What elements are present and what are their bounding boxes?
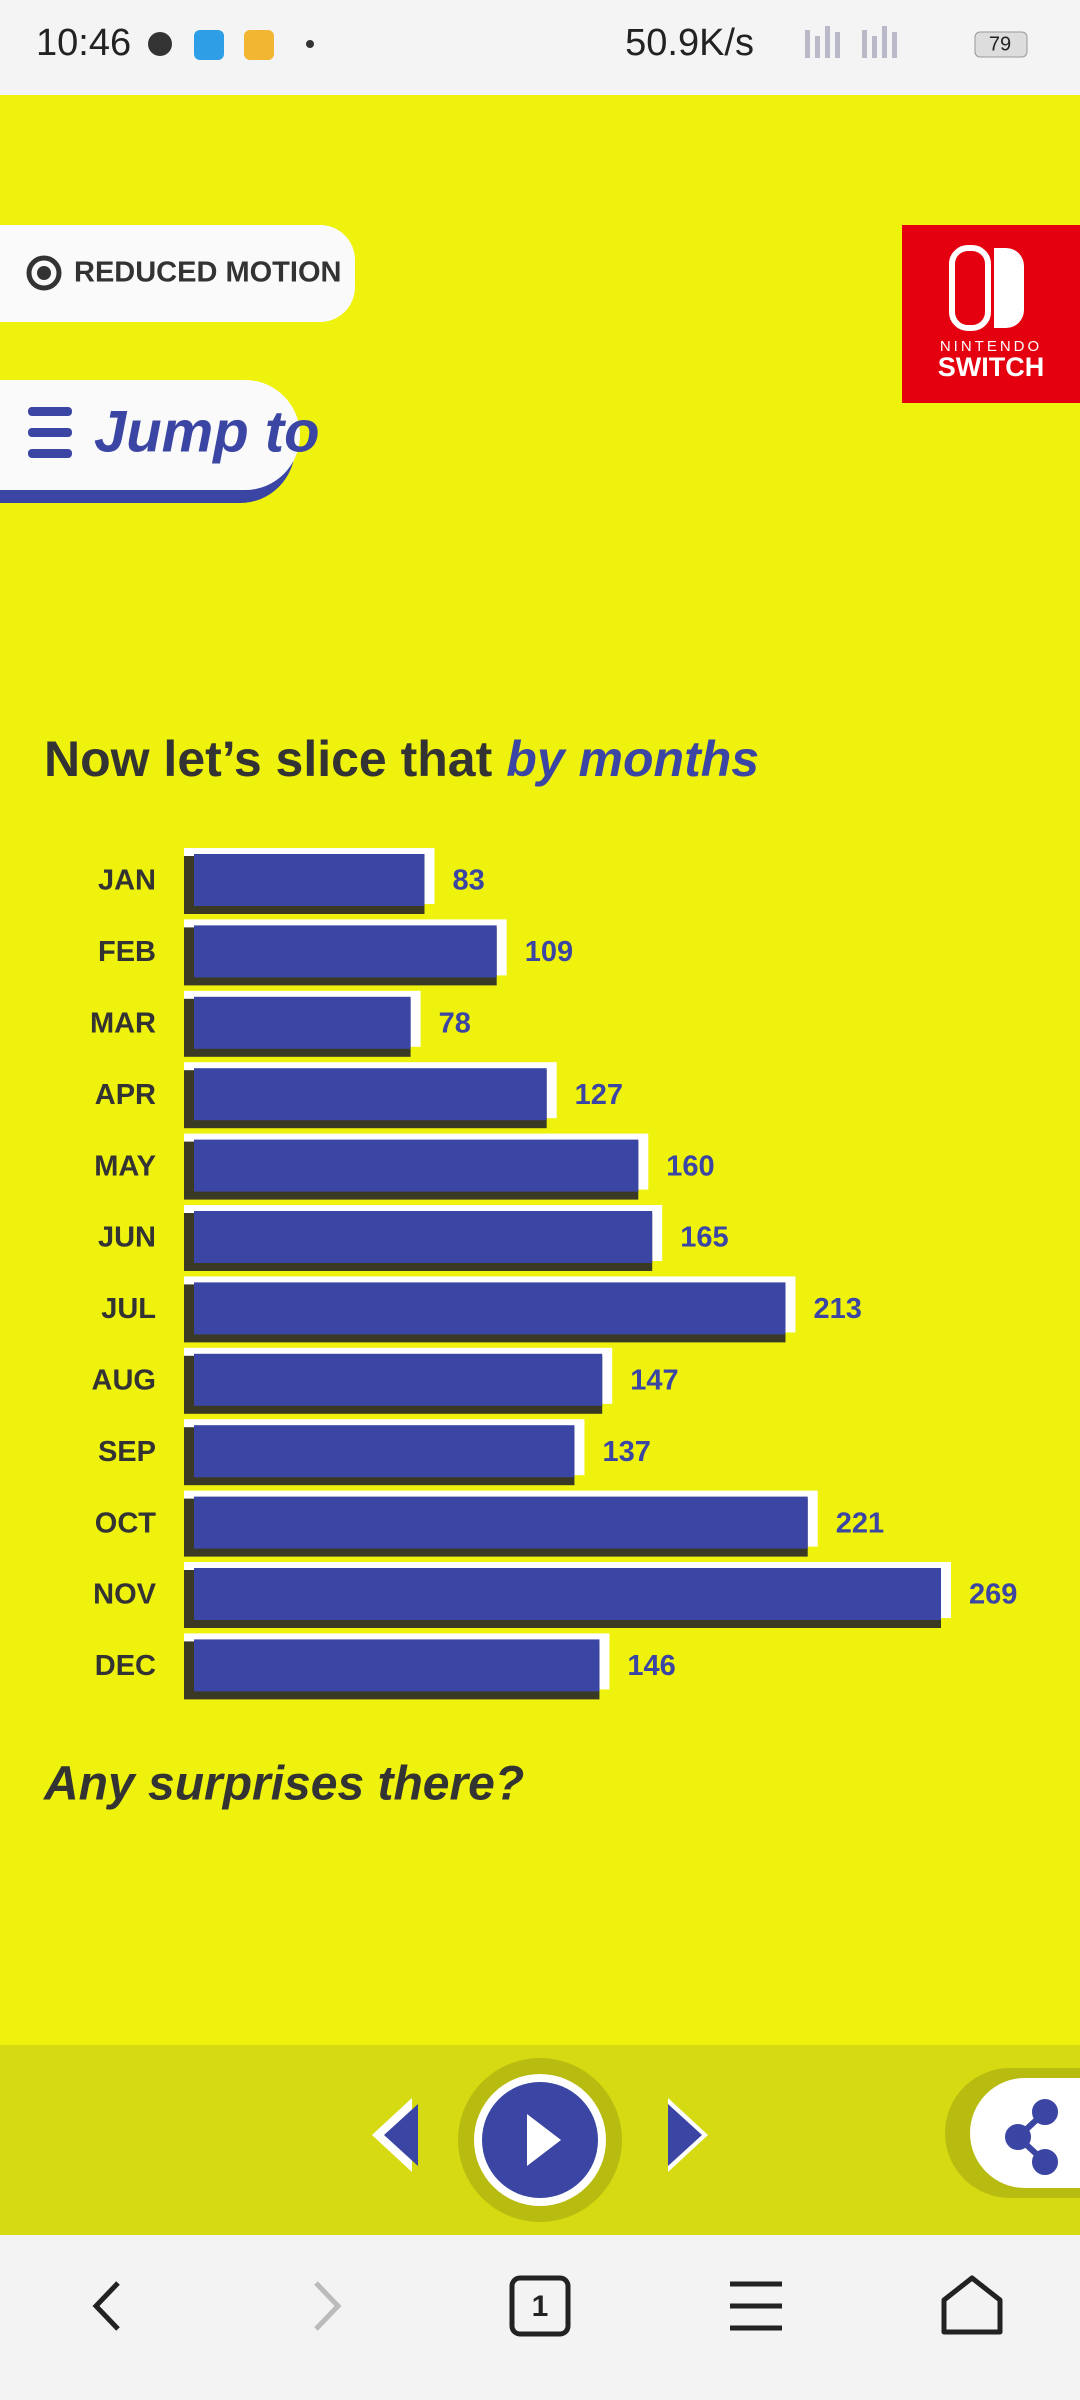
battery-icon (974, 31, 1028, 58)
next-button[interactable] (668, 2104, 702, 2166)
bar (194, 1282, 786, 1335)
menu-button[interactable] (730, 2281, 782, 2331)
chart-title: Now let’s slice that by months (44, 731, 759, 787)
home-button[interactable] (941, 2275, 1003, 2335)
app-icon (244, 30, 274, 60)
category-label: JUN (98, 1222, 156, 1254)
radio-icon (26, 255, 62, 291)
value-label: 83 (452, 865, 484, 897)
value-label: 269 (969, 1579, 1017, 1611)
logo-brand: NINTENDO (940, 338, 1042, 355)
value-label: 78 (439, 1007, 471, 1039)
prev-button[interactable] (384, 2104, 418, 2166)
logo-joycon (994, 248, 1024, 328)
tabs-button[interactable] (509, 2275, 571, 2337)
category-label: JUL (101, 1293, 156, 1325)
network-speed: 50.9K/s (625, 22, 754, 64)
bar (194, 1211, 653, 1263)
reduced-motion-label: REDUCED MOTION (74, 257, 341, 289)
value-label: 109 (525, 936, 573, 968)
switch-logo[interactable] (902, 225, 1080, 403)
value-label: 147 (630, 1364, 678, 1396)
tab-count: 1 (532, 2290, 549, 2323)
bar (194, 996, 411, 1049)
jump-to-button[interactable] (0, 380, 300, 490)
browser-nav (0, 2235, 1080, 2400)
category-label: AUG (92, 1364, 156, 1396)
dot (306, 40, 314, 48)
closing-question: Any surprises there? (43, 1758, 524, 1811)
title-emphasis: by months (506, 731, 759, 787)
status-time: 10:46 (36, 22, 131, 64)
value-label: 213 (813, 1293, 861, 1325)
bar-chart: JAN 83 FEB 109 MAR 78 APR 127 MAY 160 JUN 165 JUL 213… (90, 848, 1017, 1700)
value-label: 127 (575, 1079, 623, 1111)
bar (194, 1568, 941, 1620)
battery-level: 79 (989, 33, 1011, 55)
menu-icon (28, 407, 72, 458)
back-button[interactable] (92, 2281, 120, 2331)
value-label: 160 (666, 1150, 714, 1182)
status-bar (0, 0, 1080, 95)
category-label: JAN (98, 865, 156, 897)
bar (194, 1639, 600, 1692)
category-label: SEP (98, 1436, 156, 1468)
title-text: Now let’s slice that (44, 731, 493, 787)
category-label: OCT (95, 1507, 157, 1539)
forward-button[interactable] (314, 2281, 342, 2331)
value-label: 221 (836, 1507, 884, 1539)
category-label: MAY (94, 1150, 156, 1182)
category-label: MAR (90, 1007, 156, 1039)
category-label: NOV (93, 1579, 157, 1611)
reduced-motion-button[interactable] (0, 225, 355, 322)
play-icon (527, 2114, 561, 2166)
jump-to-label: Jump to (94, 399, 320, 464)
category-label: DEC (95, 1650, 156, 1682)
logo-product: SWITCH (938, 352, 1044, 382)
share-icon (1005, 2099, 1058, 2175)
bar (194, 925, 497, 978)
radio-dot (37, 266, 51, 280)
value-label: 146 (627, 1650, 675, 1682)
value-label: 137 (602, 1436, 650, 1468)
bar (194, 1425, 575, 1478)
category-label: FEB (98, 936, 156, 968)
category-label: APR (95, 1079, 156, 1111)
bar (194, 1139, 639, 1192)
app-icon (194, 30, 224, 60)
app-icon (148, 32, 172, 56)
value-label: 165 (680, 1222, 728, 1254)
logo-joycon (949, 245, 991, 331)
signal-icons (805, 26, 897, 58)
bar (194, 854, 425, 906)
bar (194, 1068, 547, 1121)
bar (194, 1353, 603, 1406)
bar (194, 1496, 808, 1549)
